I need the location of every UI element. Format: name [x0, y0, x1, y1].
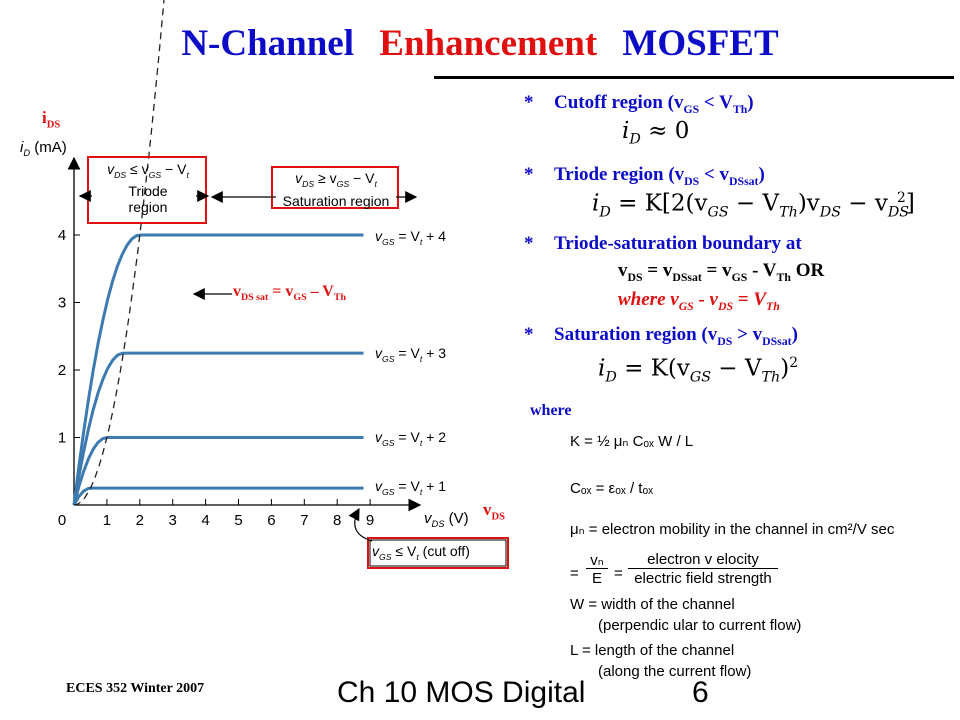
where-label: where — [530, 402, 572, 419]
boundary-line-2: vDS = vDSsat = vGS - VTh OR — [618, 260, 825, 284]
velocity-denominator: electric field strength — [634, 570, 772, 587]
curve-vgs-4 — [72, 233, 364, 506]
curve-label-vt3: vGS = Vt + 3 — [375, 345, 446, 364]
cutoff-inner-border — [369, 539, 507, 567]
curve-vgs-1 — [72, 486, 364, 506]
triode-box-line2: Triode — [128, 182, 168, 199]
x-tick-label: 3 — [169, 512, 177, 529]
y-tick-label: 3 — [58, 295, 66, 312]
ids-corner-label: iDS — [42, 108, 61, 131]
bullet-boundary: * Triode-saturation boundary at — [524, 233, 802, 254]
vn-fraction-bar — [586, 568, 608, 569]
iv-characteristics-graph: 0 1 2 3 4 5 6 7 8 9 1 2 3 4 — [58, 0, 509, 569]
curve-label-vt1: vGS = Vt + 1 — [375, 478, 446, 497]
curve-vgs-2 — [72, 436, 364, 506]
saturation-box-text: vDS ≥ vGS − Vt Saturation region — [274, 170, 398, 210]
bullet-triode: * Triode region (vDS < vDSsat) — [524, 164, 765, 188]
cutoff-box — [367, 537, 509, 569]
x-tick-label: 9 — [366, 512, 374, 529]
velocity-fraction-bar — [628, 568, 778, 569]
x-tick-group: 0 1 2 3 4 5 6 7 8 9 — [58, 499, 374, 529]
length-line-2: (along the current flow) — [598, 663, 752, 680]
saturation-box-line2: Saturation region — [282, 192, 390, 209]
width-line-2: (perpendic ular to current flow) — [598, 617, 802, 634]
velocity-numerator: electron v elocity — [647, 551, 759, 568]
x-tick-label: 4 — [201, 512, 209, 529]
x-tick-label: 2 — [136, 512, 144, 529]
footer-page-number: 6 — [692, 676, 709, 709]
cutoff-equation: iD ≈ 0 — [622, 118, 690, 148]
y-tick-label: 1 — [58, 430, 66, 447]
y-tick-group: 1 2 3 4 — [58, 227, 80, 447]
title-underline — [434, 76, 954, 79]
title-part-1: N-Channel — [181, 23, 355, 64]
boundary-line-3: where vGS - vDS = VTh — [618, 289, 780, 313]
width-line-1: W = width of the channel — [570, 596, 735, 613]
footer-chapter: Ch 10 MOS Digital — [337, 676, 586, 709]
x-tick-label: 7 — [300, 512, 308, 529]
curve-vgs-3 — [72, 351, 364, 506]
y-tick-label: 2 — [58, 362, 66, 379]
bullet-saturation: * Saturation region (vDS > vDSsat) — [524, 324, 798, 348]
title-part-2: Enhancement — [379, 23, 598, 64]
curve-label-vt2: vGS = Vt + 2 — [375, 429, 446, 448]
footer-course: ECES 352 Winter 2007 — [66, 681, 205, 696]
slide-title: N-Channel Enhancement MOSFET — [0, 22, 960, 65]
triode-equation: iD = K[2(vGS − VTh)vDS − vDS2] — [592, 190, 915, 221]
x-tick-label: 8 — [333, 512, 341, 529]
mobility-line: μₙ = electron mobility in the channel in… — [570, 521, 895, 538]
x-axis-title: vDS (V) — [424, 510, 469, 529]
x-tick-label: 6 — [267, 512, 275, 529]
triode-box-text: vDS ≤ vGS − Vt Triode region — [90, 161, 206, 215]
curves-group — [72, 233, 364, 506]
cutoff-box-text: vGS ≤ Vt (cut off) — [372, 543, 470, 562]
triode-box-line1: vDS ≤ vGS − Vt — [107, 161, 189, 180]
vds-corner-label: vDS — [483, 500, 505, 523]
cox-equation: Cₒₓ = εₒₓ / tₒₓ — [570, 480, 654, 497]
boundary-dashed-line — [73, 0, 165, 506]
title-part-3: MOSFET — [622, 23, 779, 64]
x-tick-label: 5 — [234, 512, 242, 529]
triode-box-line3: region — [128, 198, 168, 215]
saturation-region-box — [271, 166, 399, 209]
vn-symbol: vₙ — [590, 552, 604, 569]
x-tick-label: 1 — [103, 512, 111, 529]
saturation-equation: iD = K(vGS − VTh)2 — [598, 355, 798, 386]
cutoff-callout-arrow — [348, 507, 373, 542]
x-tick-label: 0 — [58, 512, 66, 529]
length-line-1: L = length of the channel — [570, 642, 735, 659]
saturation-box-line1: vDS ≥ vGS − Vt — [295, 170, 377, 189]
bullet-cutoff: * Cutoff region (vGS < VTh) — [524, 92, 754, 116]
curve-label-vt4: vGS = Vt + 4 — [375, 228, 446, 247]
boundary-label: vDS sat = vGS – VTh — [233, 283, 346, 304]
k-equation: K = ½ μₙ Cₒₓ W / L — [570, 433, 694, 450]
y-tick-label: 4 — [58, 227, 66, 244]
e-symbol: E — [591, 570, 602, 587]
y-axis-title: iD (mA) — [20, 139, 67, 158]
